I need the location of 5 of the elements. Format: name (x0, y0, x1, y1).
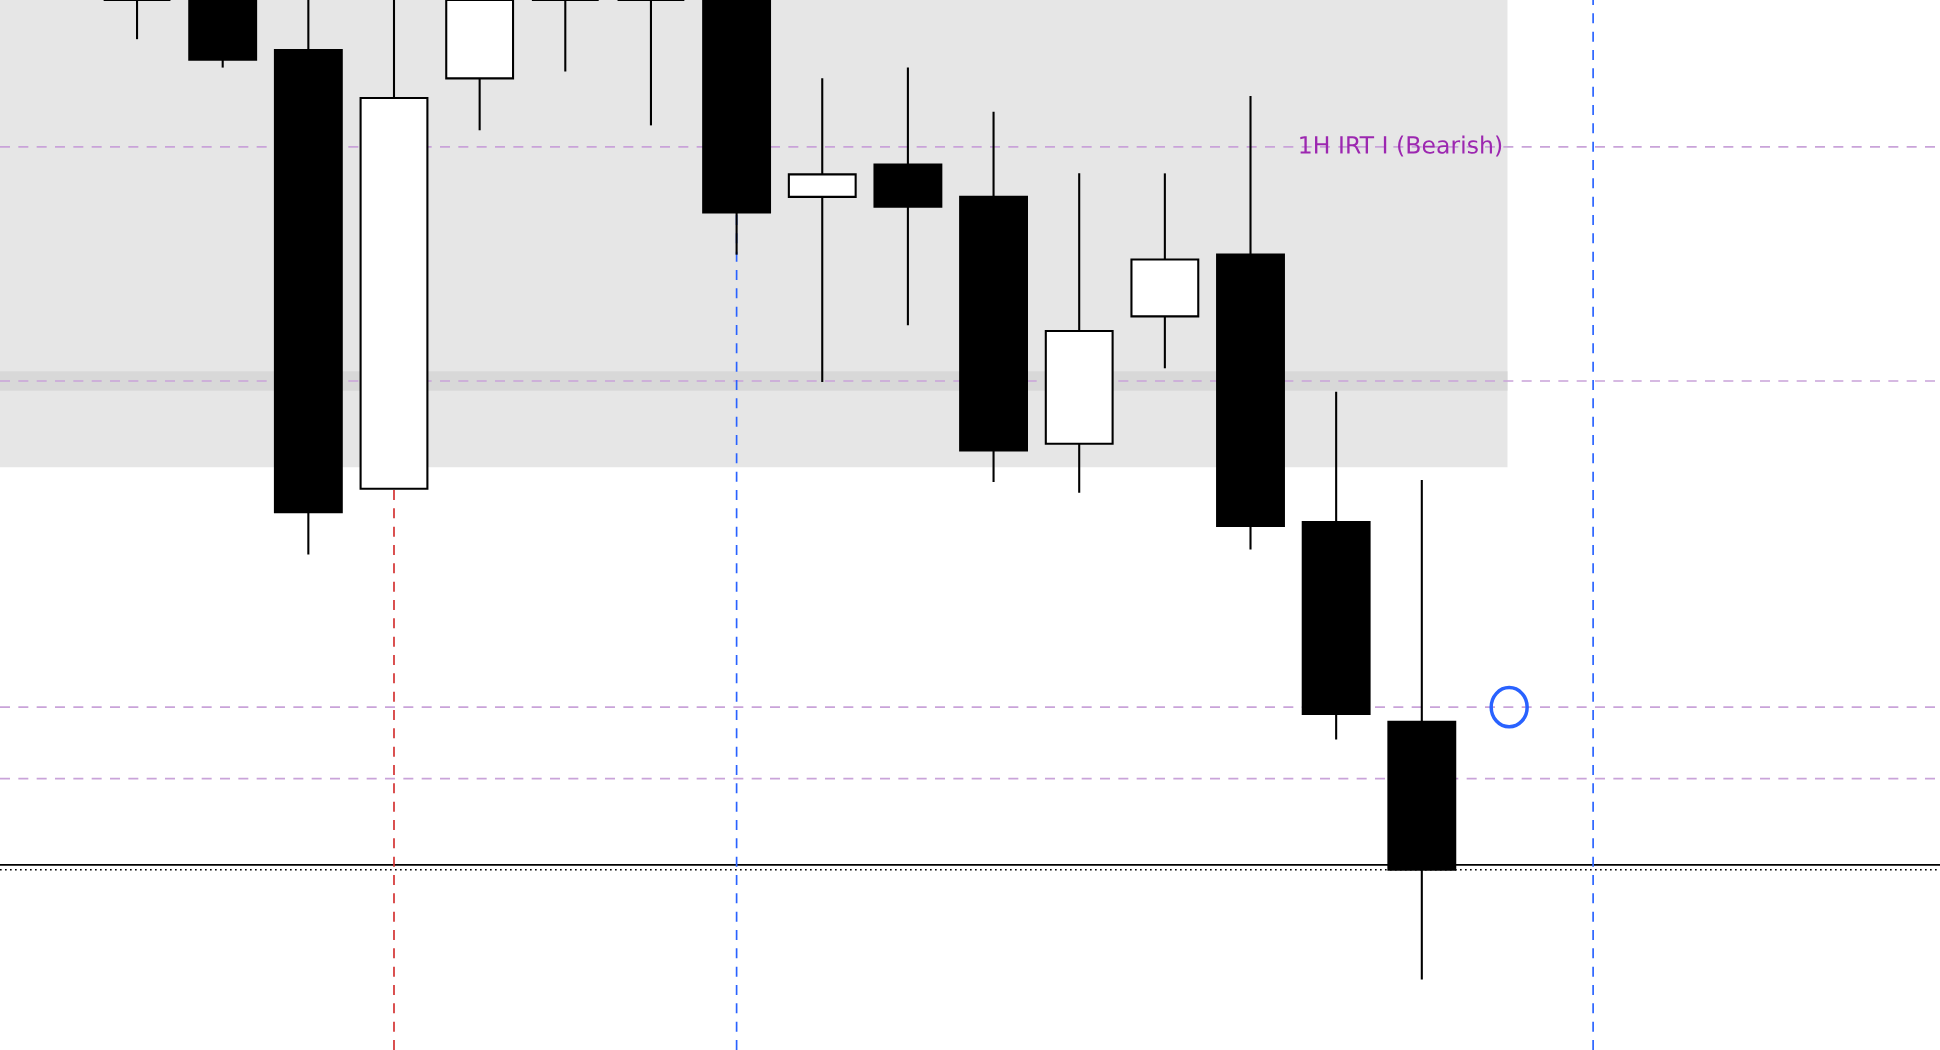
candlestick (616, 0, 686, 127)
candlestick (530, 0, 600, 73)
candlestick (102, 0, 172, 41)
candlestick (787, 77, 857, 384)
ref-line-label: 1H IRT I (Bearish) (1300, 135, 1502, 157)
